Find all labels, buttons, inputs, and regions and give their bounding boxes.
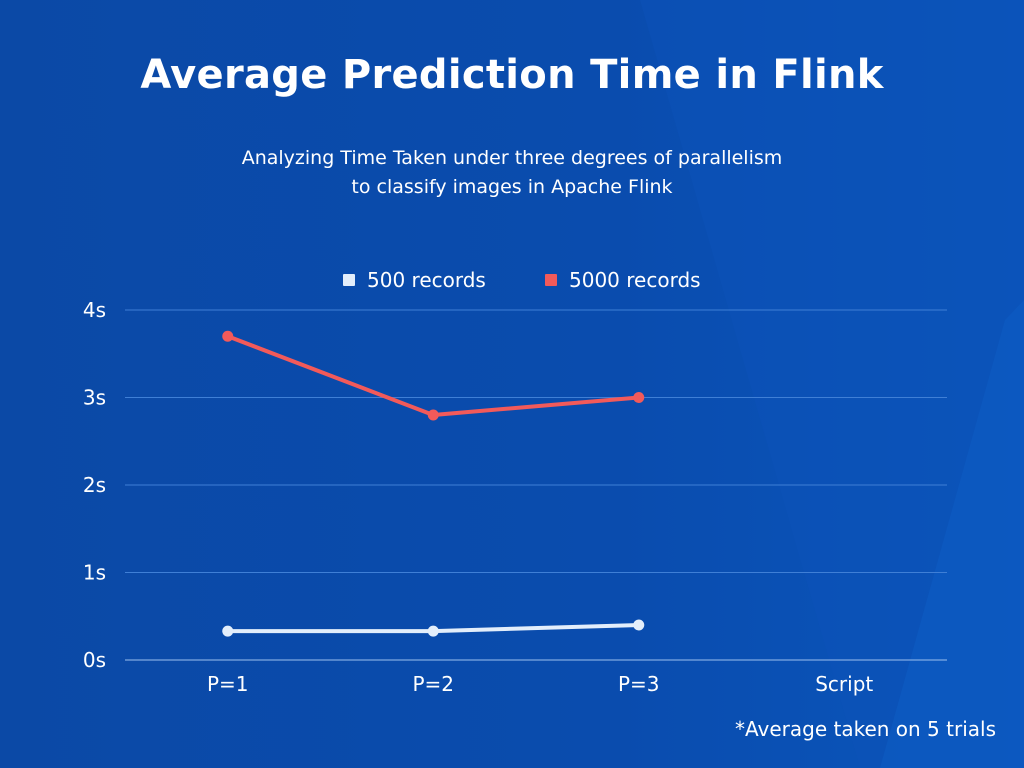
data-point	[222, 625, 234, 637]
data-point	[633, 392, 645, 403]
legend-label: 5000 records	[569, 268, 701, 292]
data-point	[427, 625, 439, 637]
subtitle-line-1: Analyzing Time Taken under three degrees…	[241, 147, 783, 169]
data-point	[427, 409, 439, 421]
x-tick-label: P=1	[207, 672, 249, 696]
legend-swatch	[545, 274, 557, 286]
x-tick-label: P=2	[412, 672, 454, 696]
legend-label: 500 records	[367, 268, 486, 292]
y-tick-label: 0s	[83, 648, 106, 672]
subtitle-line-2: to classify images in Apache Flink	[351, 176, 673, 198]
data-point	[222, 330, 234, 342]
footnote: *Average taken on 5 trials	[735, 717, 996, 741]
y-tick-label: 4s	[83, 298, 106, 322]
y-tick-label: 1s	[83, 561, 106, 585]
chart-title: Average Prediction Time in Flink	[140, 52, 884, 98]
y-tick-label: 2s	[83, 473, 106, 497]
chart-subtitle: Analyzing Time Taken under three degrees…	[0, 144, 1024, 202]
data-point	[633, 619, 645, 631]
x-tick-label: P=3	[618, 672, 660, 696]
series-line-5000-records	[225, 334, 641, 417]
y-tick-label: 3s	[83, 386, 106, 410]
x-tick-label: Script	[815, 672, 873, 696]
legend-swatch	[343, 274, 355, 286]
